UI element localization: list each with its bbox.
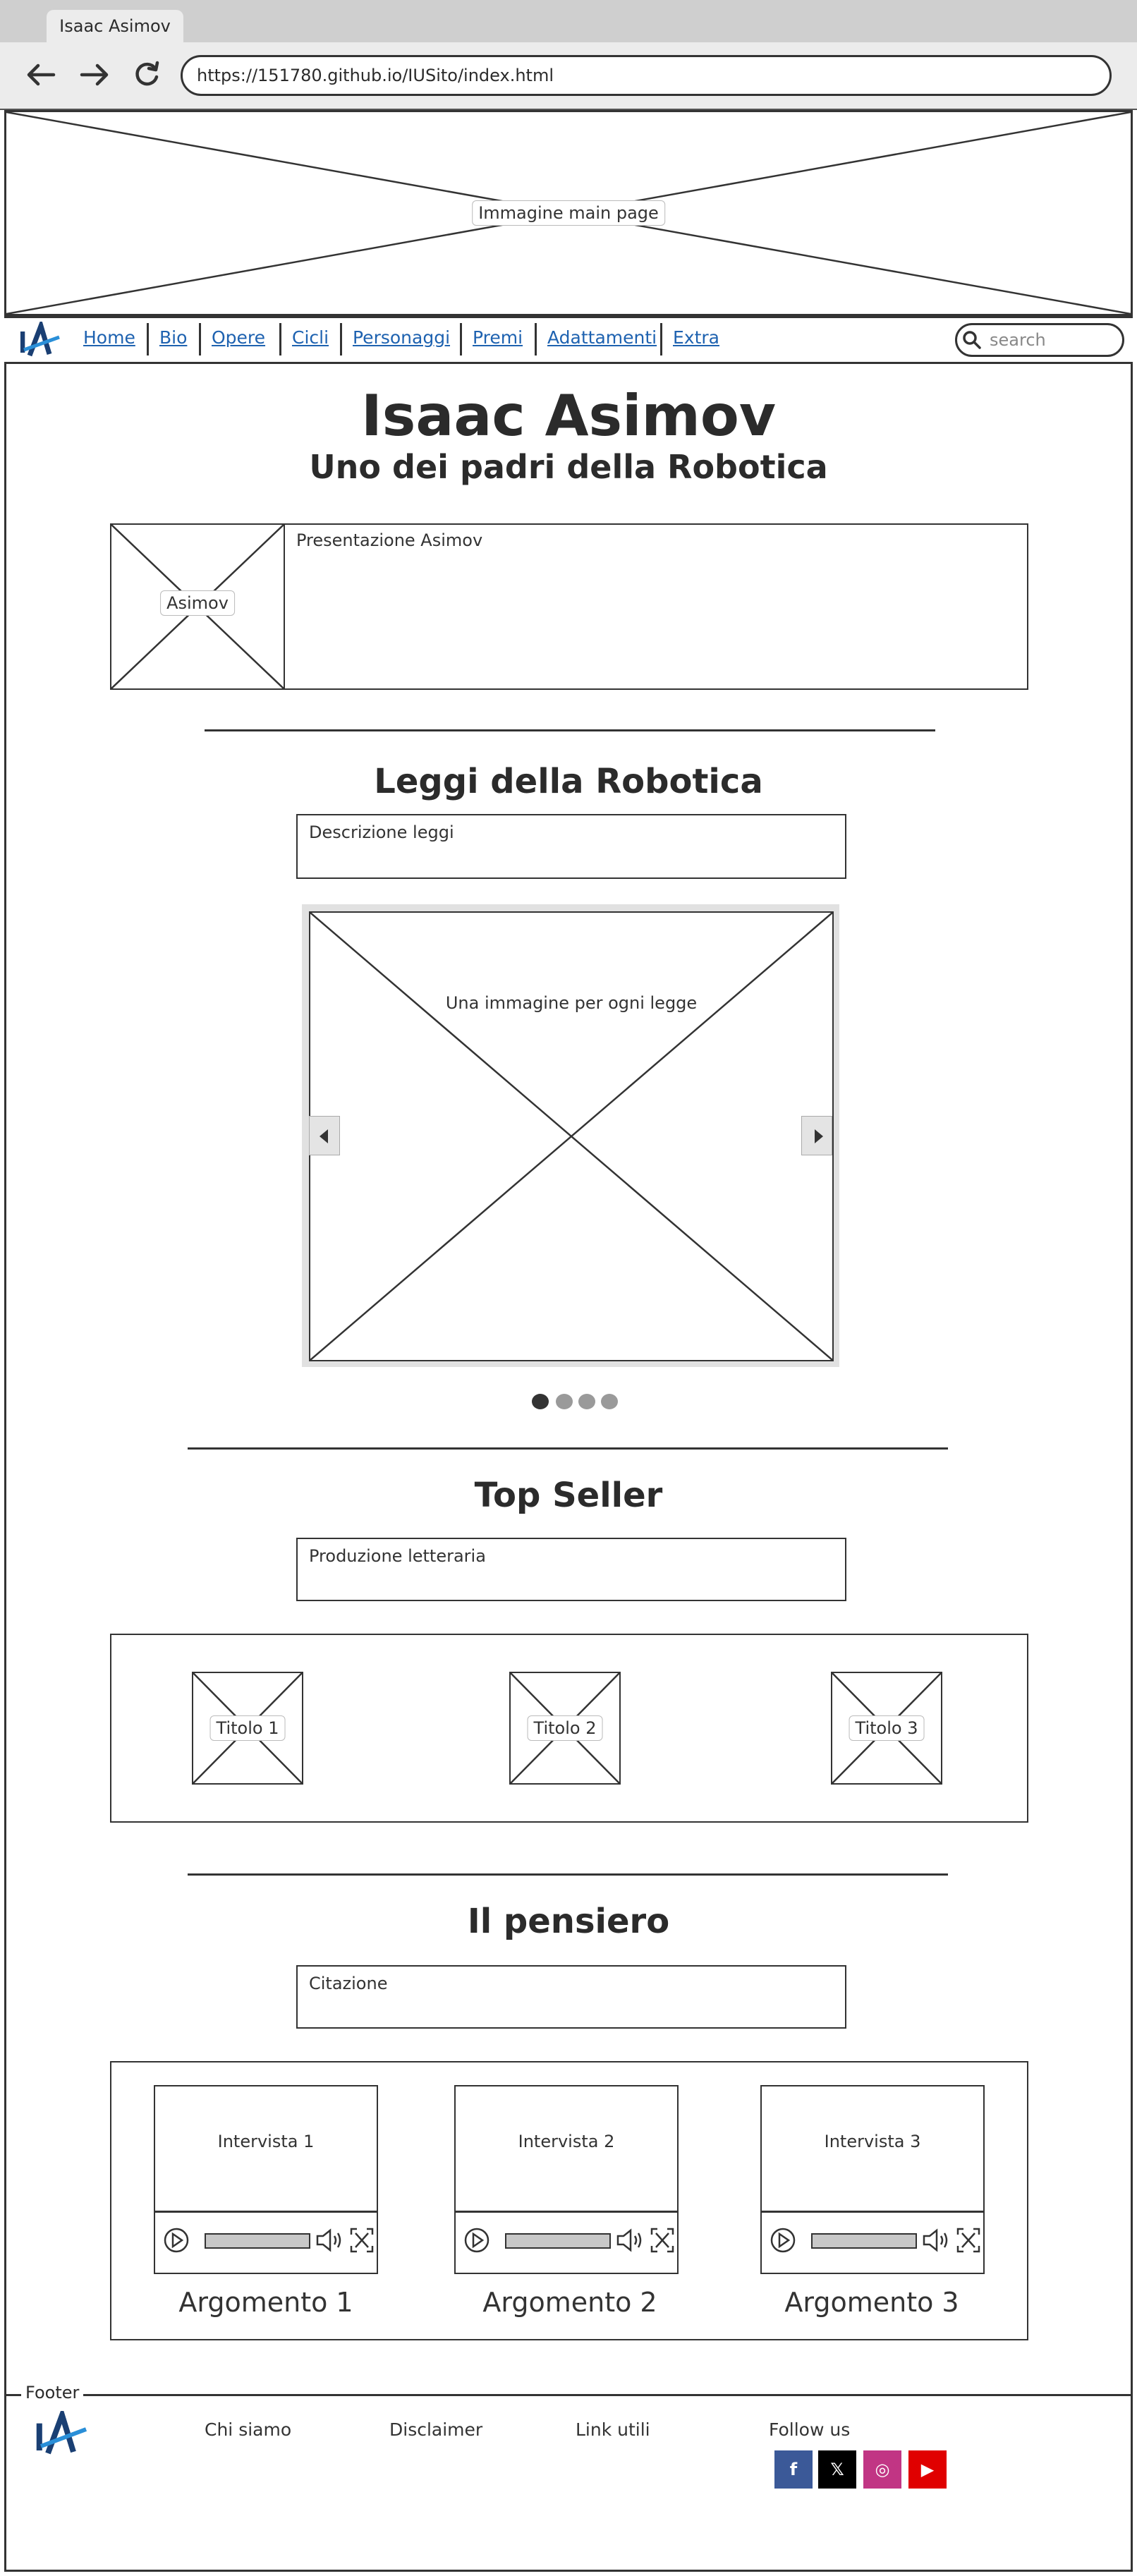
topseller-title: Top Seller	[474, 1476, 663, 1515]
nav-item-extra[interactable]: Extra	[673, 327, 719, 348]
asimov-photo-label: Asimov	[160, 590, 235, 616]
footer-border	[4, 2394, 1133, 2396]
nav-separator	[147, 323, 149, 356]
nav-item-cicli[interactable]: Cicli	[292, 327, 329, 348]
logo[interactable]: I	[17, 318, 60, 360]
volume-icon[interactable]	[615, 2226, 646, 2254]
youtube-icon[interactable]: ▶	[908, 2450, 947, 2489]
search-input[interactable]: search	[955, 323, 1124, 357]
chevron-left-icon	[320, 1129, 328, 1143]
video-progress-bar[interactable]	[811, 2233, 917, 2249]
video-caption: Argomento 3	[784, 2287, 959, 2318]
video-player-3[interactable]: Intervista 3	[760, 2085, 985, 2274]
video-progress-bar[interactable]	[505, 2233, 611, 2249]
footer-link-chi-siamo[interactable]: Chi siamo	[205, 2419, 292, 2440]
book-title: Titolo 3	[849, 1715, 925, 1741]
video-progress-bar[interactable]	[205, 2233, 310, 2249]
laws-description-box: Descrizione leggi	[296, 814, 846, 879]
nav-separator	[199, 323, 201, 356]
quote-box: Citazione	[296, 1965, 846, 2029]
video-controls-divider	[155, 2211, 377, 2213]
carousel-dot-4[interactable]	[601, 1394, 618, 1409]
topseller-description-box: Produzione letteraria	[296, 1538, 846, 1601]
facebook-icon[interactable]: f	[774, 2450, 813, 2489]
carousel-dot-2[interactable]	[556, 1394, 573, 1409]
nav-separator	[460, 323, 462, 356]
page-frame	[4, 110, 1133, 2572]
carousel-next-button[interactable]	[801, 1116, 832, 1155]
video-controls-divider	[762, 2211, 983, 2213]
nav-item-personaggi[interactable]: Personaggi	[353, 327, 451, 348]
search-placeholder: search	[990, 330, 1046, 350]
carousel-dot-3[interactable]	[578, 1394, 595, 1409]
page-title: Isaac Asimov	[360, 383, 777, 449]
divider	[188, 1447, 948, 1450]
nav-separator	[340, 323, 342, 356]
carousel-dot-1[interactable]	[532, 1394, 549, 1409]
carousel-label: Una immagine per ogni legge	[441, 992, 702, 1014]
volume-icon[interactable]	[921, 2226, 952, 2254]
svg-text:I: I	[18, 325, 27, 358]
carousel-image: Una immagine per ogni legge	[309, 911, 834, 1361]
fullscreen-icon[interactable]	[348, 2226, 375, 2254]
footer-link-disclaimer[interactable]: Disclaimer	[389, 2419, 483, 2440]
nav-bar	[4, 316, 1133, 364]
quote-text: Citazione	[309, 1974, 388, 1993]
play-icon[interactable]	[770, 2223, 796, 2257]
divider	[188, 1873, 948, 1876]
nav-item-premi[interactable]: Premi	[473, 327, 523, 348]
book-title: Titolo 2	[527, 1715, 603, 1741]
laws-description: Descrizione leggi	[309, 822, 454, 842]
book-cover-3[interactable]: Titolo 3	[831, 1672, 942, 1785]
nav-separator	[279, 323, 281, 356]
nav-separator	[660, 323, 662, 356]
instagram-icon[interactable]: ◎	[863, 2450, 901, 2489]
video-label: Intervista 2	[518, 2132, 615, 2151]
video-caption: Argomento 2	[482, 2287, 657, 2318]
nav-separator	[535, 323, 537, 356]
follow-us-label: Follow us	[769, 2419, 851, 2440]
chevron-right-icon	[815, 1129, 823, 1143]
video-player-1[interactable]: Intervista 1	[154, 2085, 378, 2274]
video-label: Intervista 3	[824, 2132, 921, 2151]
nav-item-bio[interactable]: Bio	[159, 327, 188, 348]
laws-title: Leggi della Robotica	[374, 762, 763, 801]
fullscreen-icon[interactable]	[649, 2226, 676, 2254]
video-player-2[interactable]: Intervista 2	[454, 2085, 679, 2274]
book-cover-1[interactable]: Titolo 1	[192, 1672, 303, 1785]
forward-icon[interactable]	[75, 55, 114, 95]
footer-link-link-utili[interactable]: Link utili	[576, 2419, 650, 2440]
fullscreen-icon[interactable]	[955, 2226, 982, 2254]
play-icon[interactable]	[464, 2223, 490, 2257]
url-bar[interactable]: https://151780.github.io/IUSito/index.ht…	[181, 55, 1112, 96]
book-cover-2[interactable]: Titolo 2	[509, 1672, 621, 1785]
back-icon[interactable]	[21, 55, 61, 95]
search-icon	[962, 330, 982, 350]
nav-item-opere[interactable]: Opere	[212, 327, 266, 348]
presentation-text: Presentazione Asimov	[296, 530, 483, 550]
pensiero-title: Il pensiero	[467, 1902, 670, 1941]
x-icon[interactable]: 𝕏	[818, 2450, 856, 2489]
footer-legend: Footer	[21, 2383, 84, 2402]
volume-icon[interactable]	[315, 2226, 346, 2254]
divider	[205, 729, 935, 731]
browser-tab-bar	[0, 0, 1137, 42]
browser-tab[interactable]: Isaac Asimov	[47, 10, 183, 42]
nav-item-adattamenti[interactable]: Adattamenti	[547, 327, 657, 348]
video-caption: Argomento 1	[178, 2287, 353, 2318]
banner-label: Immagine main page	[472, 200, 665, 226]
reload-icon[interactable]	[127, 55, 166, 95]
topseller-description: Produzione letteraria	[309, 1546, 486, 1566]
footer-logo[interactable]: I	[32, 2406, 90, 2459]
book-title: Titolo 1	[209, 1715, 286, 1741]
svg-text:I: I	[34, 2414, 45, 2456]
carousel-prev-button[interactable]	[309, 1116, 340, 1155]
play-icon[interactable]	[164, 2223, 189, 2257]
nav-item-home[interactable]: Home	[83, 327, 135, 348]
video-label: Intervista 1	[217, 2132, 315, 2151]
video-controls-divider	[456, 2211, 677, 2213]
main-banner-image: Immagine main page	[4, 110, 1133, 316]
asimov-photo: Asimov	[110, 523, 285, 690]
page-subtitle: Uno dei padri della Robotica	[309, 448, 828, 486]
